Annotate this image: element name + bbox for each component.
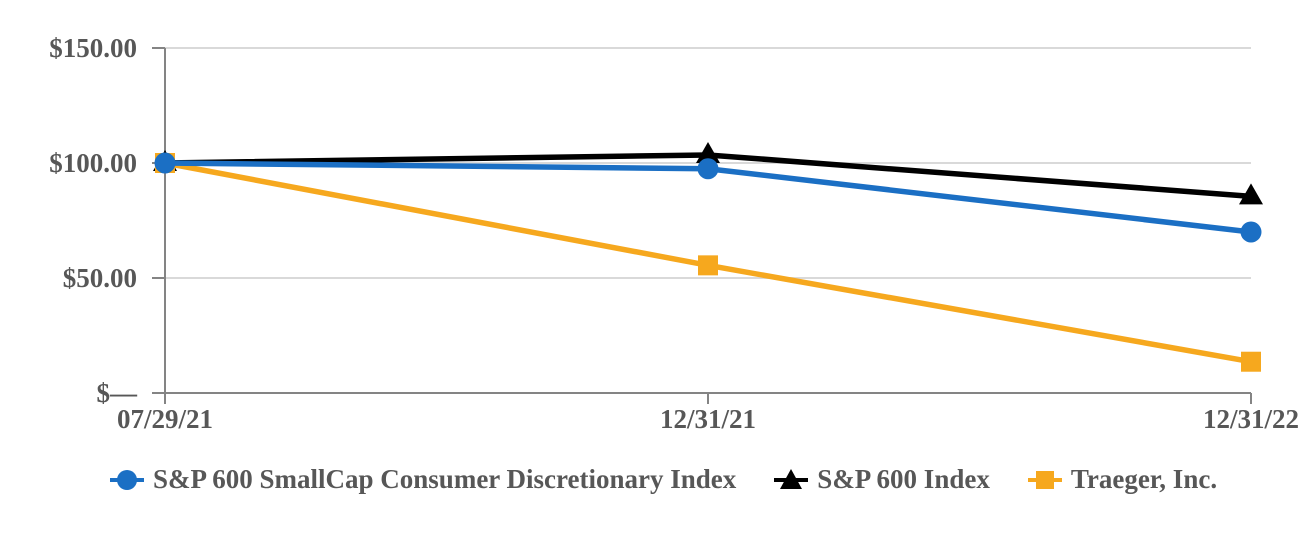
legend-triangle-marker-icon	[774, 468, 809, 492]
legend-key-graphic	[774, 468, 809, 489]
legend-label: S&P 600 SmallCap Consumer Discretionary …	[153, 464, 737, 494]
circle-marker	[117, 469, 137, 490]
legend-label: S&P 600 Index	[817, 464, 990, 494]
series-circle-marker	[1240, 221, 1262, 243]
legend-item: S&P 600 Index	[774, 464, 990, 495]
triangle-marker	[780, 468, 803, 489]
y-axis-tick-label: $100.00	[49, 148, 137, 178]
legend-label: Traeger, Inc.	[1070, 464, 1218, 494]
x-axis-tick-label: 12/31/22	[1202, 404, 1299, 434]
y-axis-tick-label: $50.00	[62, 263, 137, 293]
x-axis-tick-label: 07/29/21	[116, 404, 213, 434]
legend-circle-marker-icon	[110, 468, 144, 492]
y-axis-tick-label: $—	[96, 378, 138, 408]
legend-key-graphic	[110, 469, 144, 490]
legend-square-marker-icon	[1027, 468, 1062, 492]
chart-legend: S&P 600 SmallCap Consumer Discretionary …	[110, 464, 1217, 495]
legend-item: S&P 600 SmallCap Consumer Discretionary …	[110, 464, 736, 495]
series-triangle-marker	[696, 141, 720, 163]
series-square-marker	[1241, 351, 1261, 372]
series-triangle-marker	[1239, 183, 1263, 205]
square-marker	[1035, 470, 1054, 489]
x-axis-tick-label: 12/31/21	[659, 404, 756, 434]
series-circle-marker	[697, 158, 719, 180]
series-square-marker	[698, 255, 718, 276]
legend-item: Traeger, Inc.	[1027, 464, 1218, 495]
y-axis-tick-label: $150.00	[49, 33, 137, 63]
series-circle-marker	[154, 152, 176, 174]
legend-key-graphic	[1027, 470, 1062, 489]
